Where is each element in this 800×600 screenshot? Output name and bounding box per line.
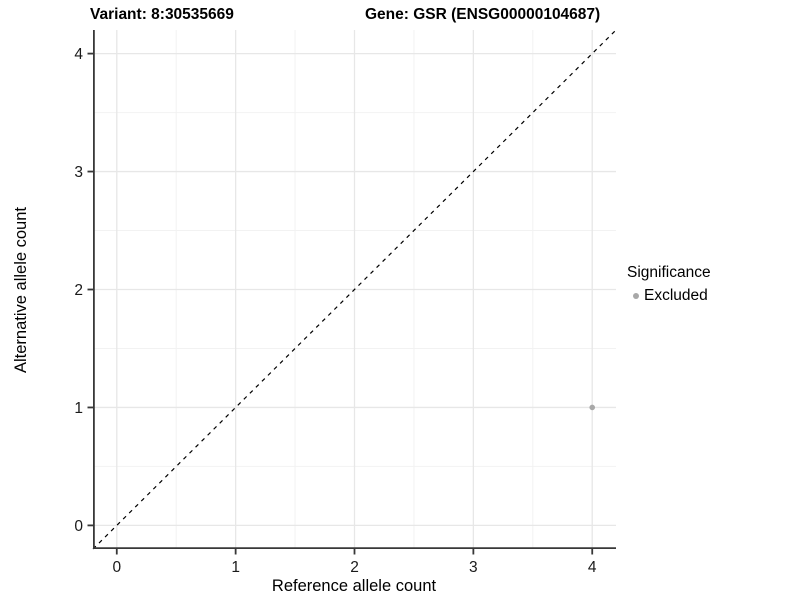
y-tick-label: 2	[74, 282, 83, 299]
y-tick-label: 4	[74, 46, 83, 63]
variant-title: Variant: 8:30535669	[90, 6, 234, 23]
gene-title: Gene: GSR (ENSG00000104687)	[365, 6, 601, 23]
x-tick-label: 0	[112, 559, 121, 576]
y-tick-label: 0	[74, 518, 83, 535]
legend-point-icon	[633, 292, 639, 299]
y-tick-label: 1	[74, 400, 83, 417]
legend: Significance Excluded	[627, 263, 711, 305]
x-tick-label: 2	[350, 559, 359, 576]
y-axis-title: Alternative allele count	[12, 207, 30, 374]
x-tick-label: 3	[469, 559, 478, 576]
legend-item-excluded: Excluded	[627, 286, 711, 305]
plot-canvas: 0 1 2 3 4 0 1 2 3 4	[74, 29, 617, 576]
legend-item-label: Excluded	[644, 287, 708, 304]
legend-title: Significance	[627, 264, 711, 281]
x-tick-label: 1	[231, 559, 240, 576]
data-point	[589, 404, 596, 411]
identity-line	[92, 29, 617, 550]
y-tick-label: 3	[74, 164, 83, 181]
plot-panel: 0 1 2 3 4 0 1 2 3 4	[74, 29, 617, 576]
x-axis-title: Reference allele count	[271, 577, 437, 595]
x-tick-label: 4	[588, 559, 597, 576]
